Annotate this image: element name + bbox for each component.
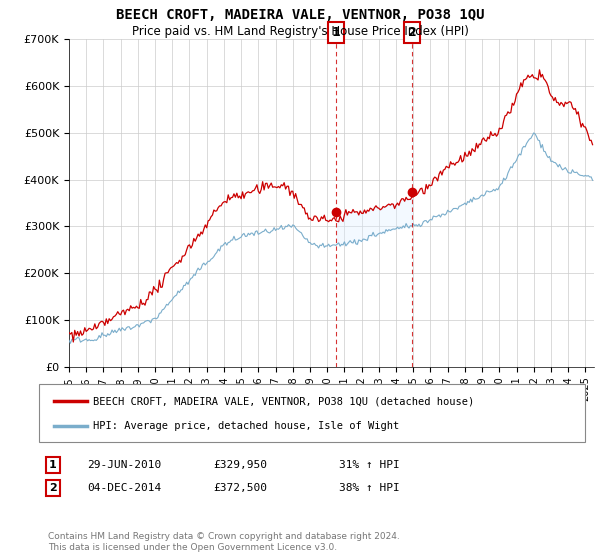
Text: Contains HM Land Registry data © Crown copyright and database right 2024.
This d: Contains HM Land Registry data © Crown c… <box>48 532 400 552</box>
Text: 1: 1 <box>49 460 56 470</box>
Text: 2: 2 <box>407 26 416 39</box>
Text: £329,950: £329,950 <box>213 460 267 470</box>
Text: 2: 2 <box>49 483 56 493</box>
Text: HPI: Average price, detached house, Isle of Wight: HPI: Average price, detached house, Isle… <box>93 421 399 431</box>
Text: 04-DEC-2014: 04-DEC-2014 <box>87 483 161 493</box>
Text: Price paid vs. HM Land Registry's House Price Index (HPI): Price paid vs. HM Land Registry's House … <box>131 25 469 38</box>
Text: £372,500: £372,500 <box>213 483 267 493</box>
Text: 38% ↑ HPI: 38% ↑ HPI <box>339 483 400 493</box>
Text: BEECH CROFT, MADEIRA VALE, VENTNOR, PO38 1QU: BEECH CROFT, MADEIRA VALE, VENTNOR, PO38… <box>116 8 484 22</box>
Text: BEECH CROFT, MADEIRA VALE, VENTNOR, PO38 1QU (detached house): BEECH CROFT, MADEIRA VALE, VENTNOR, PO38… <box>93 396 474 407</box>
Text: 29-JUN-2010: 29-JUN-2010 <box>87 460 161 470</box>
Text: 31% ↑ HPI: 31% ↑ HPI <box>339 460 400 470</box>
Text: 1: 1 <box>331 26 340 39</box>
